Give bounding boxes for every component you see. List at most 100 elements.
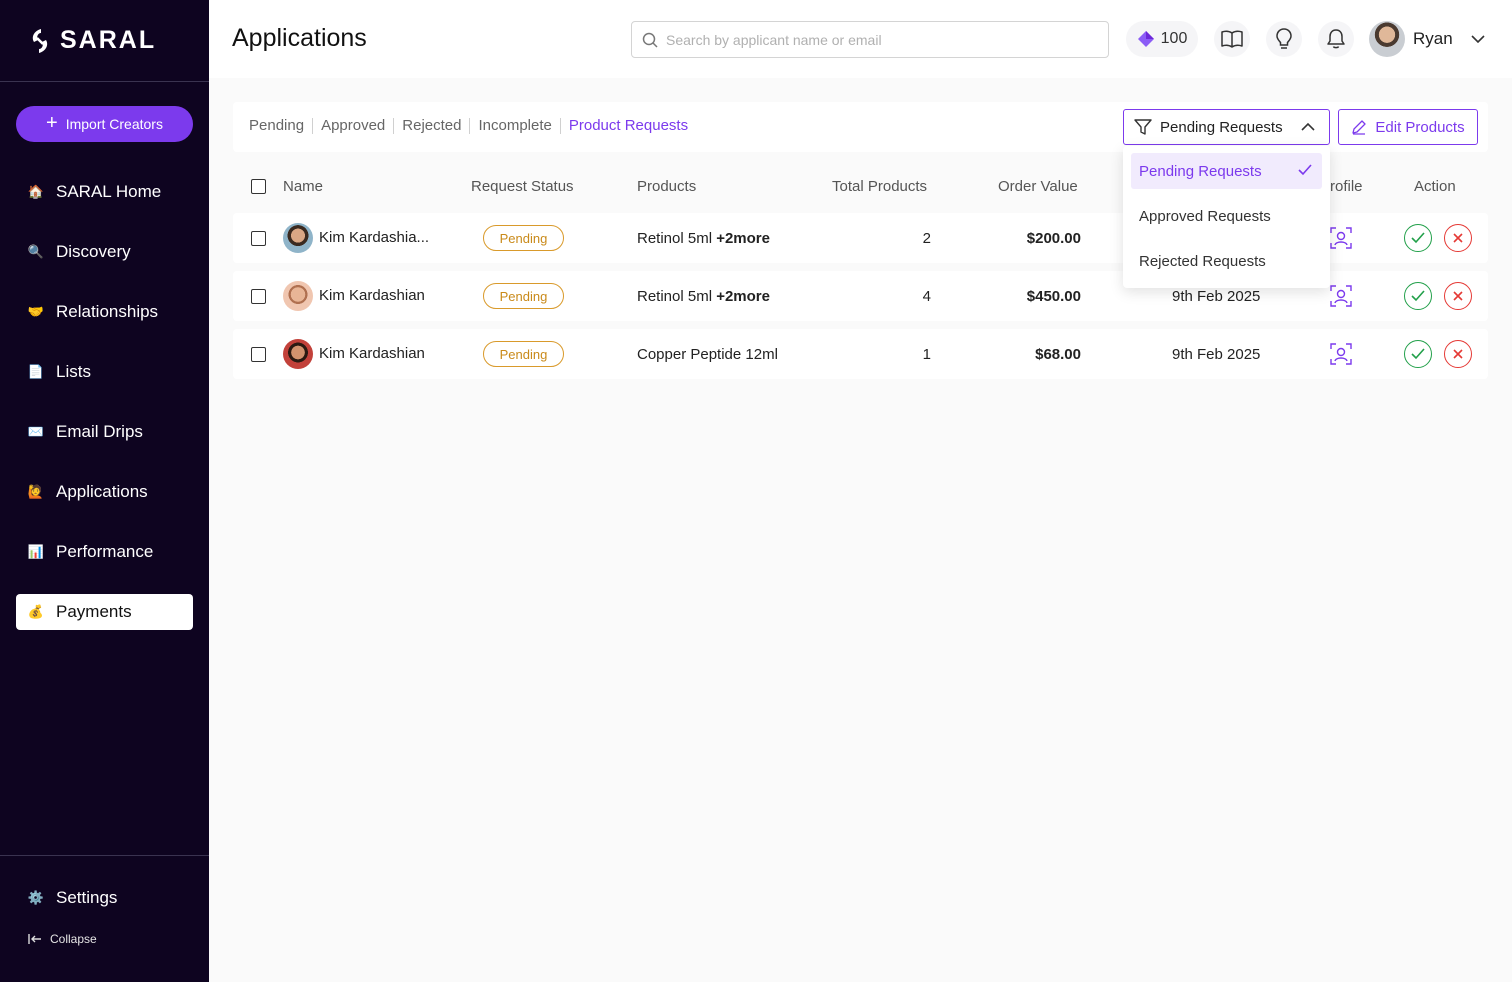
lightbulb-icon [1276,28,1292,49]
open-book-icon [1221,30,1243,48]
approve-button[interactable] [1404,340,1432,368]
request-filter-dropdown[interactable]: Pending Requests [1123,109,1330,145]
sidebar-item-lists[interactable]: 📄 Lists [16,354,193,390]
sidebar-item-settings[interactable]: ⚙️ Settings [16,880,193,916]
order-value: $200.00 [1026,230,1081,247]
chevron-down-icon [1471,35,1485,43]
user-name: Ryan [1413,29,1453,48]
ideas-button[interactable] [1266,21,1302,57]
menu-item-label: Pending Requests [1139,162,1262,180]
search-input[interactable] [666,31,1086,48]
user-menu[interactable]: Ryan [1369,21,1485,57]
column-header-request-status[interactable]: Request Status [471,178,574,195]
profile-icon[interactable] [1330,227,1352,249]
select-all-checkbox[interactable] [251,179,266,194]
sidebar-item-label: Applications [56,482,148,501]
bar-chart-icon: 📊 [27,544,45,559]
applicant-name[interactable]: Kim Kardashia... [319,229,430,246]
column-header-profile[interactable]: rofile [1330,178,1363,195]
column-header-name[interactable]: Name [283,178,324,195]
diamond-icon [1137,31,1154,47]
sidebar-item-discovery[interactable]: 🔍 Discovery [16,234,193,270]
notifications-button[interactable] [1318,21,1354,57]
filter-icon [1134,119,1152,135]
sidebar-item-performance[interactable]: 📊 Performance [16,534,193,570]
order-value: $68.00 [1035,346,1081,363]
menu-item-rejected-requests[interactable]: Rejected Requests [1131,243,1322,279]
collapse-arrow-icon [28,934,41,944]
column-header-products[interactable]: Products [637,178,697,195]
column-header-total-products[interactable]: Total Products [832,178,928,195]
column-header-action: Action [1414,178,1456,195]
tab-product-requests[interactable]: Product Requests [568,117,689,134]
check-icon [1411,232,1425,244]
menu-item-pending-requests[interactable]: Pending Requests [1131,153,1322,189]
avatar [283,339,313,369]
sidebar-item-label: Performance [56,542,154,561]
collapse-button[interactable]: Collapse [28,932,97,946]
filter-selected-label: Pending Requests [1160,118,1283,136]
avatar [283,281,313,311]
applicant-name[interactable]: Kim Kardashian [319,345,425,362]
table-header: Name Request Status Products Total Produ… [233,170,1488,202]
saral-logo-icon [32,28,48,53]
credits-count: 100 [1160,30,1188,47]
sidebar-item-payments[interactable]: 💰 Payments [16,594,193,630]
product-name: Retinol 5ml [637,288,713,305]
sidebar-divider [0,855,209,856]
reject-button[interactable] [1444,340,1472,368]
more-products-link[interactable]: +2more [716,288,770,305]
row-checkbox[interactable] [251,289,266,304]
close-icon [1453,291,1463,301]
tab-incomplete[interactable]: Incomplete [470,118,561,134]
bell-icon [1327,29,1345,49]
tab-pending[interactable]: Pending [249,118,314,134]
edit-products-button[interactable]: Edit Products [1338,109,1478,145]
search-icon [642,32,658,48]
approve-button[interactable] [1404,224,1432,252]
saral-logo[interactable]: SARAL [28,26,156,55]
avatar [283,223,313,253]
document-icon: 📄 [27,364,45,379]
sidebar-item-label: SARAL Home [56,182,162,201]
total-products: 2 [922,230,931,247]
product-cell: Retinol 5ml +2more [637,230,770,247]
table-row[interactable]: Kim Kardashian Pending Copper Peptide 12… [233,329,1488,379]
tab-rejected[interactable]: Rejected [394,118,471,134]
approve-button[interactable] [1404,282,1432,310]
profile-icon[interactable] [1330,343,1352,365]
sidebar-item-saral-home[interactable]: 🏠 SARAL Home [16,174,193,210]
column-header-order-value[interactable]: Order Value [998,178,1078,195]
page-title: Applications [232,24,367,52]
sidebar-item-relationships[interactable]: 🤝 Relationships [16,294,193,330]
menu-item-approved-requests[interactable]: Approved Requests [1131,198,1322,234]
top-header: Applications 100 Ryan [209,0,1512,78]
credits-badge[interactable]: 100 [1126,21,1198,57]
guide-button[interactable] [1214,21,1250,57]
sidebar-divider [0,81,209,82]
money-bag-icon: 💰 [27,604,45,619]
sidebar-item-email-drips[interactable]: ✉️ Email Drips [16,414,193,450]
check-icon [1411,290,1425,302]
reject-button[interactable] [1444,224,1472,252]
sidebar-item-label: Lists [56,362,91,381]
tab-approved[interactable]: Approved [313,118,395,134]
chevron-up-icon [1301,122,1315,131]
search-box[interactable] [631,21,1109,58]
edit-products-label: Edit Products [1375,118,1465,136]
applicant-name[interactable]: Kim Kardashian [319,287,425,304]
status-badge: Pending [483,283,564,309]
brand-name: SARAL [60,26,157,54]
profile-icon[interactable] [1330,285,1352,307]
product-name: Copper Peptide 12ml [637,346,778,363]
row-checkbox[interactable] [251,231,266,246]
check-icon [1298,164,1312,176]
sidebar-item-label: Discovery [56,242,131,261]
sidebar-item-applications[interactable]: 🙋 Applications [16,474,193,510]
status-badge: Pending [483,225,564,251]
more-products-link[interactable]: +2more [716,230,770,247]
import-creators-button[interactable]: + Import Creators [16,106,193,142]
reject-button[interactable] [1444,282,1472,310]
row-checkbox[interactable] [251,347,266,362]
sidebar-item-label: Settings [56,888,118,907]
